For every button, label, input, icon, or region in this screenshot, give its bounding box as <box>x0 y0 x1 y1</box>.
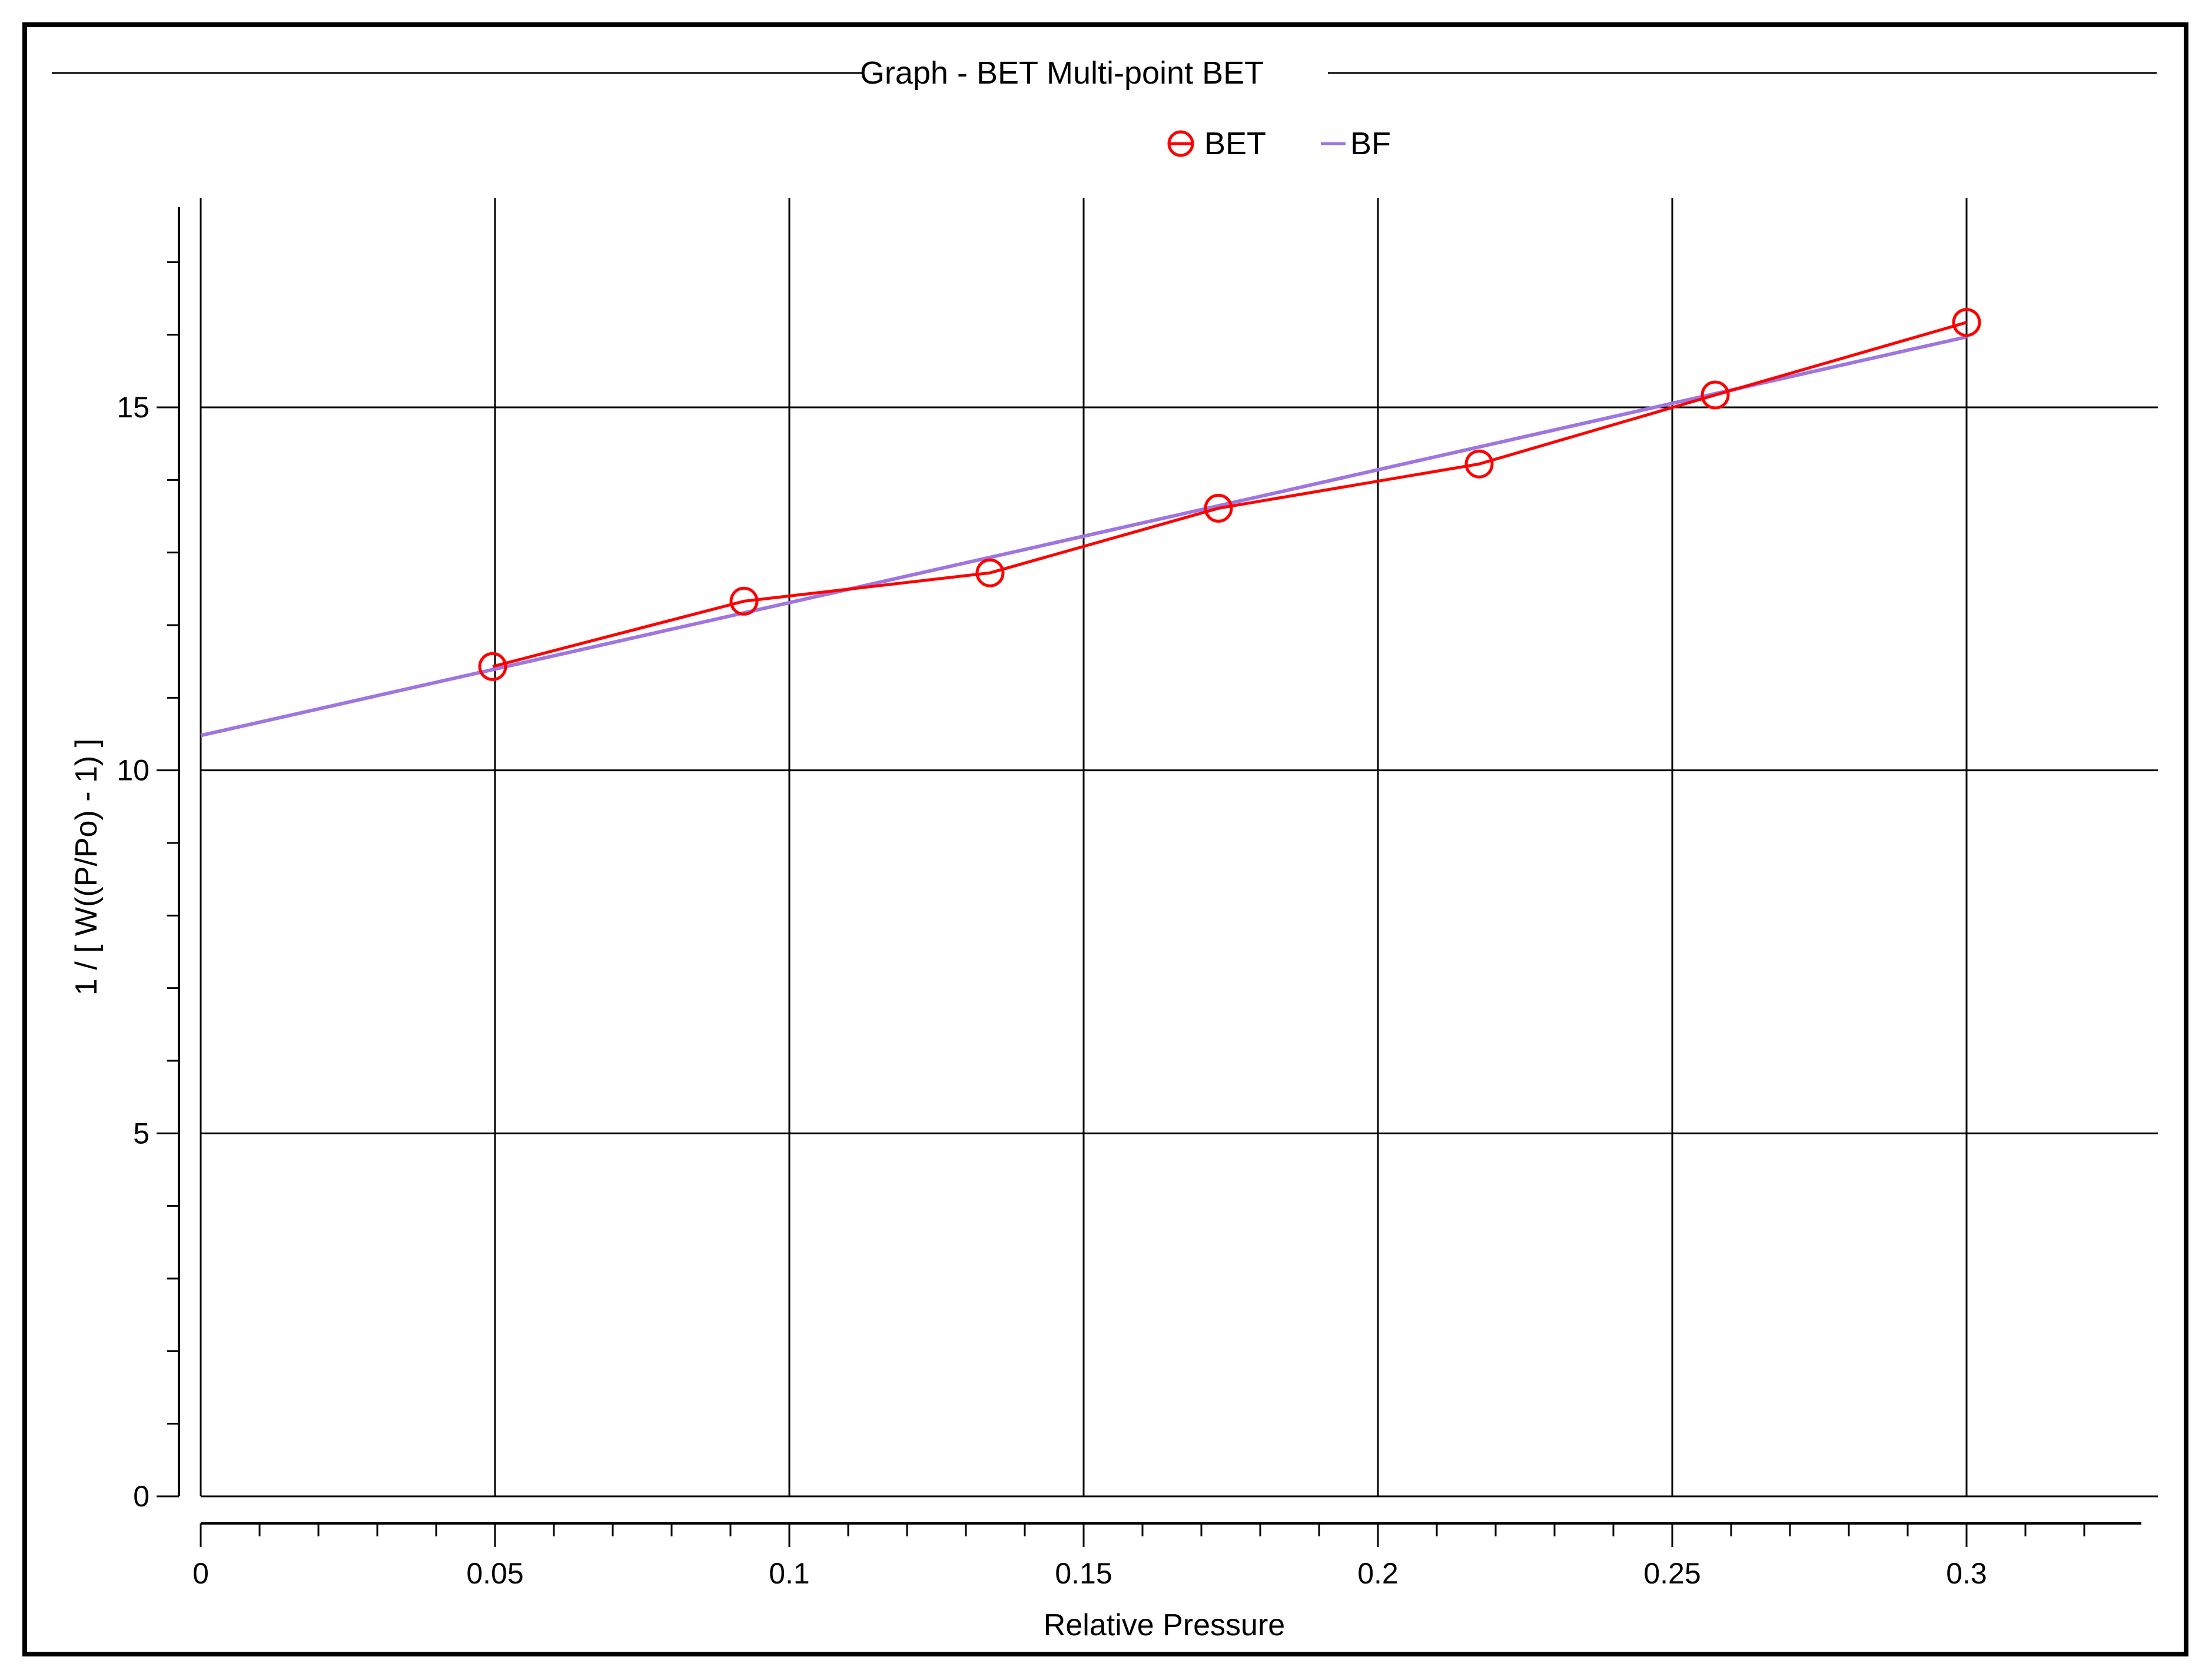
bet-point-3 <box>1204 493 1233 523</box>
bet-point-4 <box>1464 449 1494 479</box>
x-axis-label: Relative Pressure <box>1044 1608 1285 1642</box>
legend-item-bet: BET <box>1167 126 1266 161</box>
bet-point-0 <box>478 652 507 681</box>
bet-chart: Graph - BET Multi-point BET BET BF 0 5 10 15… <box>52 55 2158 1642</box>
chart-title: Graph - BET Multi-point BET <box>860 55 1264 91</box>
chart-frame: Graph - BET Multi-point BET BET BF 0 5 10 15… <box>22 22 2188 1656</box>
grid <box>200 198 2158 1498</box>
y-axis-label: 1 / [ W((P/Po) - 1) ] <box>69 739 104 995</box>
legend: BET BF <box>1167 126 1391 161</box>
bet-point-5 <box>1700 380 1730 410</box>
x-tick-label-3: 0.15 <box>1055 1557 1112 1590</box>
y-tick-label-3: 15 <box>117 391 150 424</box>
x-tick-label-2: 0.1 <box>769 1557 810 1590</box>
series-line-bf <box>200 335 1967 738</box>
x-tick-label-1: 0.05 <box>466 1557 523 1590</box>
bet-point-2 <box>975 558 1005 587</box>
x-tick-label-4: 0.2 <box>1357 1557 1399 1590</box>
series-layer <box>200 308 1981 738</box>
y-tick-label-0: 0 <box>133 1480 150 1513</box>
x-tick-label-5: 0.25 <box>1643 1557 1700 1590</box>
title-group: Graph - BET Multi-point BET <box>52 55 2157 91</box>
y-tick-label-1: 5 <box>133 1117 150 1150</box>
x-tick-label-6: 0.3 <box>1946 1557 1987 1590</box>
y-tick-label-2: 10 <box>117 754 150 787</box>
bet-point-1 <box>729 586 759 616</box>
legend-item-bf: BF <box>1321 126 1391 161</box>
series-line-bet <box>492 321 1967 668</box>
legend-label-bet: BET <box>1204 126 1266 161</box>
bet-point-6 <box>1952 308 1981 337</box>
x-tick-label-0: 0 <box>192 1557 209 1590</box>
legend-label-bf: BF <box>1350 126 1391 161</box>
axes: 0 5 10 15 0 0.05 0.1 0.15 0.2 0.25 0.3 <box>117 207 2141 1590</box>
